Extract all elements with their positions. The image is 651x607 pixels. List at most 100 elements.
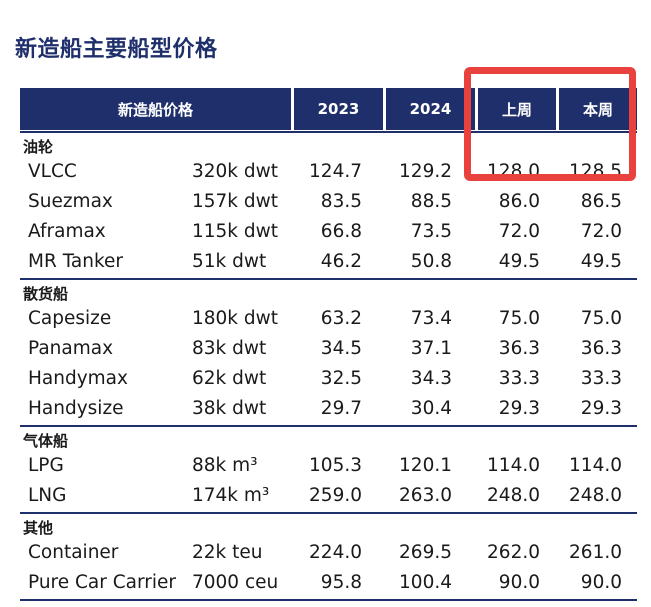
price-2023: 259.0: [309, 485, 362, 506]
table-row: Container 22k teu 224.0 269.5 262.0 261.0: [20, 538, 637, 568]
price-2024: 269.5: [399, 542, 452, 563]
ship-type: Capesize: [28, 308, 112, 329]
ship-size: 320k dwt: [192, 161, 279, 182]
header-last-week: 上周: [478, 88, 556, 130]
ship-size: 88k m³: [192, 455, 258, 476]
price-this-week: 261.0: [569, 542, 622, 563]
group-divider: [20, 599, 637, 601]
price-2024: 37.1: [410, 338, 452, 359]
header-this-week: 本周: [559, 88, 637, 130]
group-divider: [20, 425, 637, 427]
price-2023: 46.2: [320, 251, 362, 272]
ship-type: Suezmax: [28, 191, 113, 212]
ship-size: 83k dwt: [192, 338, 267, 359]
price-2023: 105.3: [309, 455, 362, 476]
group-title: 其他: [23, 519, 54, 537]
price-this-week: 72.0: [580, 221, 622, 242]
header-2023: 2023: [294, 88, 383, 130]
price-2023: 32.5: [320, 368, 362, 389]
header-label: 新造船价格: [20, 88, 291, 130]
price-2024: 73.5: [410, 221, 452, 242]
table-row: LPG 88k m³ 105.3 120.1 114.0 114.0: [20, 451, 637, 481]
ship-size: 174k m³: [192, 485, 270, 506]
price-last-week: 248.0: [487, 485, 540, 506]
ship-size: 22k teu: [192, 542, 263, 563]
price-this-week: 36.3: [580, 338, 622, 359]
price-last-week: 33.3: [498, 368, 540, 389]
price-this-week: 128.5: [569, 161, 622, 182]
ship-size: 51k dwt: [192, 251, 267, 272]
price-2024: 73.4: [410, 308, 452, 329]
price-last-week: 90.0: [498, 572, 540, 593]
price-last-week: 49.5: [498, 251, 540, 272]
ship-type: Handymax: [28, 368, 128, 389]
price-2023: 34.5: [320, 338, 362, 359]
price-2023: 63.2: [320, 308, 362, 329]
table-row: MR Tanker 51k dwt 46.2 50.8 49.5 49.5: [20, 247, 637, 277]
price-this-week: 86.5: [580, 191, 622, 212]
table-row: VLCC 320k dwt 124.7 129.2 128.0 128.5: [20, 157, 637, 187]
ship-type: Pure Car Carrier: [28, 572, 177, 593]
price-2023: 224.0: [309, 542, 362, 563]
table-row: Aframax 115k dwt 66.8 73.5 72.0 72.0: [20, 217, 637, 247]
price-2023: 124.7: [309, 161, 362, 182]
price-last-week: 114.0: [487, 455, 540, 476]
price-2023: 95.8: [320, 572, 362, 593]
price-last-week: 29.3: [498, 398, 540, 419]
table-row: Pure Car Carrier 7000 ceu 95.8 100.4 90.0 90.…: [20, 568, 637, 598]
table-row: Capesize 180k dwt 63.2 73.4 75.0 75.0: [20, 304, 637, 334]
price-this-week: 49.5: [580, 251, 622, 272]
table-row: Handymax 62k dwt 32.5 34.3 33.3 33.3: [20, 364, 637, 394]
price-last-week: 36.3: [498, 338, 540, 359]
ship-size: 180k dwt: [192, 308, 279, 329]
table-row: Suezmax 157k dwt 83.5 88.5 86.0 86.5: [20, 187, 637, 217]
price-this-week: 248.0: [569, 485, 622, 506]
table-row: Panamax 83k dwt 34.5 37.1 36.3 36.3: [20, 334, 637, 364]
ship-size: 38k dwt: [192, 398, 267, 419]
price-last-week: 128.0: [487, 161, 540, 182]
group-title: 油轮: [23, 138, 54, 156]
price-2024: 50.8: [410, 251, 452, 272]
price-2024: 263.0: [399, 485, 452, 506]
ship-type: Panamax: [28, 338, 114, 359]
price-this-week: 75.0: [580, 308, 622, 329]
ship-size: 157k dwt: [192, 191, 279, 212]
page-title: 新造船主要船型价格: [15, 37, 218, 62]
price-table: 新造船价格 2023 2024 上周 本周 油轮 VLCC 320k dwt 124.…: [20, 88, 637, 601]
ship-type: Container: [28, 542, 119, 563]
header-divider: [20, 131, 637, 133]
price-2023: 66.8: [320, 221, 362, 242]
table-body: 油轮 VLCC 320k dwt 124.7 129.2 128.0 128.5 Suezma…: [20, 137, 637, 601]
price-2024: 34.3: [410, 368, 452, 389]
price-last-week: 262.0: [487, 542, 540, 563]
ship-type: Aframax: [28, 221, 106, 242]
price-2023: 29.7: [320, 398, 362, 419]
ship-type: LNG: [28, 485, 67, 506]
ship-size: 62k dwt: [192, 368, 267, 389]
price-2024: 120.1: [399, 455, 452, 476]
ship-type: Handysize: [28, 398, 124, 419]
price-2024: 30.4: [410, 398, 452, 419]
price-last-week: 86.0: [498, 191, 540, 212]
group-divider: [20, 512, 637, 514]
group-title: 气体船: [23, 432, 69, 450]
ship-size: 7000 ceu: [192, 572, 279, 593]
ship-size: 115k dwt: [192, 221, 279, 242]
price-last-week: 75.0: [498, 308, 540, 329]
table-header: 新造船价格 2023 2024 上周 本周: [20, 88, 637, 130]
price-this-week: 114.0: [569, 455, 622, 476]
table-row: Handysize 38k dwt 29.7 30.4 29.3 29.3: [20, 394, 637, 424]
price-this-week: 33.3: [580, 368, 622, 389]
price-last-week: 72.0: [498, 221, 540, 242]
price-this-week: 90.0: [580, 572, 622, 593]
ship-type: LPG: [28, 455, 64, 476]
price-2024: 100.4: [399, 572, 452, 593]
group-divider: [20, 278, 637, 280]
header-2024: 2024: [386, 88, 475, 130]
table-row: LNG 174k m³ 259.0 263.0 248.0 248.0: [20, 481, 637, 511]
group-title: 散货船: [23, 285, 69, 303]
ship-type: MR Tanker: [28, 251, 124, 272]
price-2024: 88.5: [410, 191, 452, 212]
ship-type: VLCC: [28, 161, 77, 182]
price-2024: 129.2: [399, 161, 452, 182]
